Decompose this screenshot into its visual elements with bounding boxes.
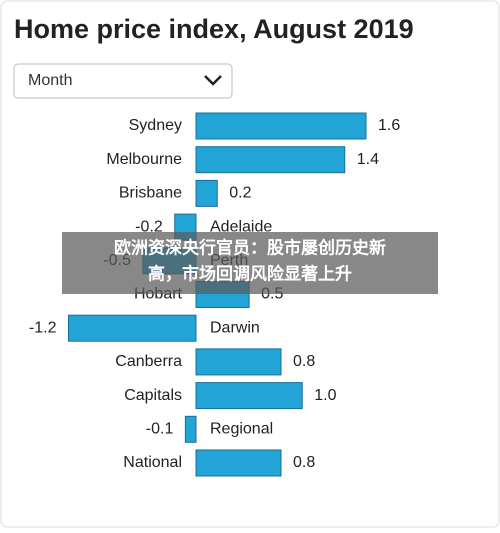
value-label: 1.6 (378, 117, 400, 134)
bar (195, 382, 303, 410)
value-label: 0.2 (229, 185, 251, 202)
category-label: Regional (210, 421, 273, 438)
value-label: 1.4 (357, 151, 379, 168)
bar (195, 179, 218, 207)
value-label: -0.1 (146, 421, 174, 438)
dropdown-label[interactable]: Month (28, 72, 72, 89)
category-label: Capitals (124, 387, 182, 404)
dropdown-chevron[interactable] (204, 75, 222, 86)
category-label: Canberra (115, 353, 182, 370)
category-label: Melbourne (106, 151, 182, 168)
value-label: 1.0 (314, 387, 336, 404)
category-label: Brisbane (119, 185, 182, 202)
bar (68, 314, 197, 342)
chart-title: Home price index, August 2019 (14, 14, 414, 44)
overlay-text: 高，市场回调风险显著上升 (148, 263, 352, 283)
value-label: -1.2 (29, 319, 57, 336)
bar (195, 146, 346, 174)
bar (184, 415, 197, 443)
dropdown[interactable]: Month (13, 63, 233, 99)
overlay-band (62, 232, 438, 294)
overlay-text: 欧洲资深央行官员：股市屡创历史新 (114, 237, 386, 257)
category-label: National (123, 454, 182, 471)
bar (195, 112, 367, 140)
value-label: 0.8 (293, 454, 315, 471)
bar (195, 449, 282, 477)
category-label: Darwin (210, 319, 260, 336)
value-label: 0.8 (293, 353, 315, 370)
category-label: Sydney (129, 117, 182, 134)
dropdown-box[interactable] (13, 63, 233, 99)
bar (195, 348, 282, 376)
category-label: Adelaide (210, 218, 272, 235)
value-label: -0.2 (135, 218, 163, 235)
